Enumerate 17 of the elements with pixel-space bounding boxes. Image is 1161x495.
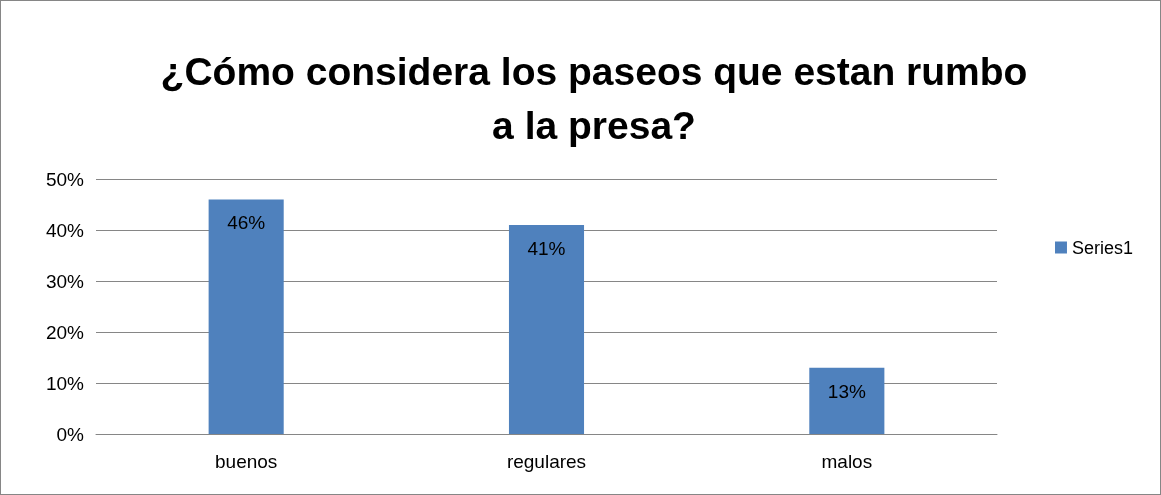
y-tick-label: 40%	[45, 219, 85, 241]
y-tick-label: 50%	[45, 168, 85, 190]
data-label: 46%	[227, 212, 266, 234]
data-label: 13%	[827, 380, 866, 402]
x-tick-label: malos	[821, 451, 873, 472]
bar	[208, 199, 284, 434]
x-tick-label: regulares	[506, 451, 587, 472]
legend-label: Series1	[1071, 237, 1133, 258]
data-label: 41%	[527, 237, 566, 259]
y-tick-label: 0%	[56, 423, 85, 445]
y-tick-label: 30%	[45, 270, 85, 292]
bar	[508, 224, 585, 434]
y-tick-label: 10%	[45, 372, 85, 394]
bar	[809, 367, 885, 434]
chart-title: ¿Cómo considera los paseos que estan rumbo a la presa?	[160, 49, 1028, 147]
x-tick-label: buenos	[214, 451, 278, 472]
y-tick-label: 20%	[45, 321, 85, 343]
